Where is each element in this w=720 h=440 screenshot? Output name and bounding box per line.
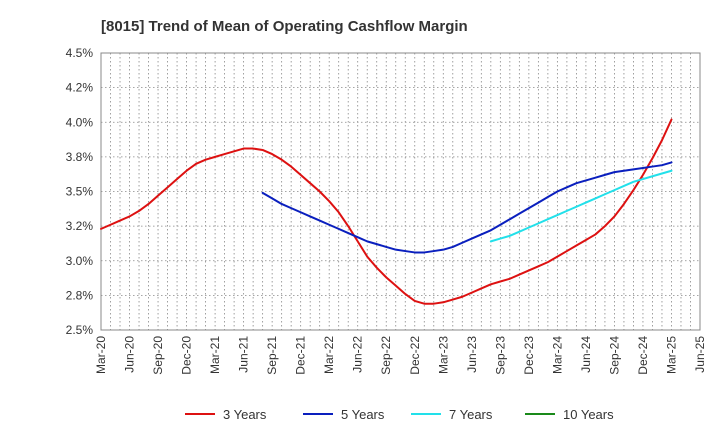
x-tick-label: Mar-20 <box>94 336 108 374</box>
x-tick-label: Dec-21 <box>294 336 308 375</box>
y-tick-label: 2.8% <box>66 288 94 302</box>
y-tick-label: 4.2% <box>66 81 94 95</box>
x-tick-label: Dec-20 <box>180 336 194 375</box>
y-tick-label: 3.5% <box>66 185 94 199</box>
chart-title: [8015] Trend of Mean of Operating Cashfl… <box>101 18 468 35</box>
x-tick-label: Mar-24 <box>550 336 564 374</box>
y-tick-label: 3.0% <box>66 254 94 268</box>
x-tick-label: Jun-25 <box>693 336 707 373</box>
legend: 3 Years 5 Years 7 Years 10 Years <box>185 407 614 422</box>
y-tick-label: 4.0% <box>66 115 94 129</box>
x-tick-label: Dec-22 <box>408 336 422 375</box>
series-line-3-years <box>100 118 673 305</box>
x-tick-label: Dec-23 <box>522 336 536 375</box>
y-tick-label: 3.8% <box>66 150 94 164</box>
legend-label: 5 Years <box>341 407 385 422</box>
y-axis-ticks: 2.5% 2.8% 3.0% 3.2% 3.5% 3.8% 4.0% 4.2% 4.5% <box>66 46 94 337</box>
x-tick-label: Jun-22 <box>351 336 365 373</box>
y-tick-label: 2.5% <box>66 323 94 337</box>
x-tick-label: Mar-22 <box>322 336 336 374</box>
x-tick-label: Jun-20 <box>123 336 137 373</box>
x-tick-label: Sep-23 <box>493 336 507 375</box>
x-tick-label: Jun-23 <box>465 336 479 373</box>
x-tick-label: Mar-21 <box>208 336 222 374</box>
x-tick-label: Dec-24 <box>636 336 650 375</box>
x-tick-label: Jun-21 <box>237 336 251 373</box>
series-lines <box>100 118 673 305</box>
x-tick-label: Jun-24 <box>579 336 593 373</box>
x-tick-label: Sep-21 <box>265 336 279 375</box>
y-tick-label: 4.5% <box>66 46 94 60</box>
x-tick-label: Sep-22 <box>379 336 393 375</box>
x-tick-label: Sep-24 <box>607 336 621 375</box>
x-tick-label: Mar-25 <box>664 336 678 374</box>
series-line-5-years <box>261 161 673 254</box>
x-tick-label: Sep-20 <box>151 336 165 375</box>
legend-label: 7 Years <box>449 407 493 422</box>
plot-area <box>100 52 701 331</box>
y-tick-label: 3.2% <box>66 219 94 233</box>
x-tick-label: Mar-23 <box>436 336 450 374</box>
legend-label: 10 Years <box>563 407 614 422</box>
series-line-7-years <box>489 169 673 243</box>
x-axis-ticks: Mar-20 Jun-20 Sep-20 Dec-20 Mar-21 Jun-21 Sep-… <box>94 336 707 375</box>
legend-label: 3 Years <box>223 407 267 422</box>
